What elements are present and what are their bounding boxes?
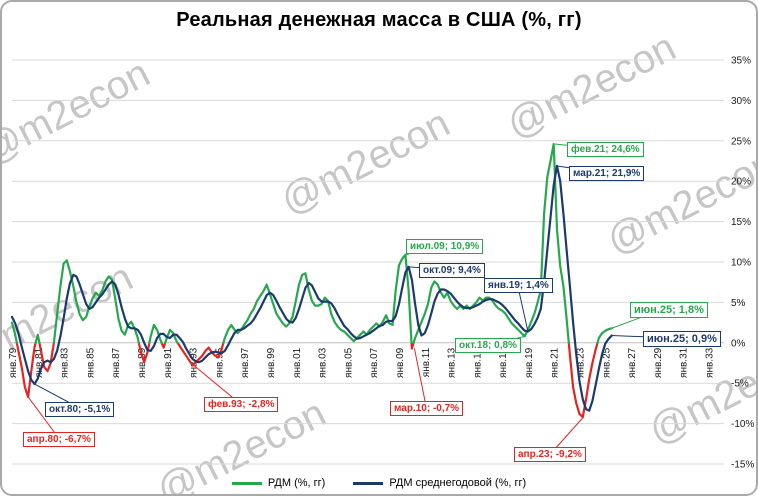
y-axis-labels: 35% 30% 25% 20% 15% 10% 5% 0% -5% -10% -15% [731,56,754,471]
rdm-line-negative-segments [15,341,599,419]
svg-text:янв.15: янв.15 [472,347,483,378]
svg-text:20%: 20% [731,177,751,188]
chart-title: Реальная денежная масса в США (%, гг) [176,9,582,31]
svg-text:янв.33: янв.33 [705,347,716,378]
svg-text:-10%: -10% [731,419,754,430]
svg-text:янв.95: янв.95 [214,347,225,378]
legend-item-rdm-avg: РДМ среднегодовой (%, гг) [353,477,526,489]
legend-label-rdm: РДМ (%, гг) [267,477,326,489]
svg-text:янв.13: янв.13 [447,347,458,378]
legend-label-rdm-avg: РДМ среднегодовой (%, гг) [389,477,527,489]
svg-text:янв.03: янв.03 [318,347,329,378]
svg-text:25%: 25% [731,136,751,147]
svg-text:-15%: -15% [731,460,754,471]
svg-text:янв.83: янв.83 [60,347,71,378]
svg-text:янв.31: янв.31 [679,347,690,378]
legend-item-rdm: РДМ (%, гг) [231,477,326,489]
svg-text:янв.85: янв.85 [85,347,96,378]
svg-text:янв.05: янв.05 [343,347,354,378]
svg-text:30%: 30% [731,96,751,107]
svg-text:янв.21: янв.21 [550,347,561,378]
svg-text:10%: 10% [731,258,751,269]
svg-text:янв.23: янв.23 [576,347,587,378]
gridlines [12,59,724,465]
rdm-line-swatch [231,481,262,485]
svg-text:35%: 35% [731,56,751,67]
svg-text:янв.79: янв.79 [8,347,19,378]
svg-text:5%: 5% [731,298,746,309]
svg-text:0%: 0% [731,338,746,349]
svg-text:янв.19: янв.19 [524,347,535,378]
svg-text:янв.25: янв.25 [601,347,612,378]
rdm-avg-line-swatch [353,481,384,485]
chart-legend: РДМ (%, гг) РДМ среднегодовой (%, гг) [2,477,756,489]
svg-text:янв.29: янв.29 [653,347,664,378]
svg-text:янв.17: янв.17 [498,347,509,378]
rdm-avg-line [10,164,613,412]
svg-text:янв.91: янв.91 [163,347,174,378]
svg-text:15%: 15% [731,217,751,228]
rdm-line [10,142,613,344]
svg-text:янв.81: янв.81 [34,347,45,378]
svg-text:янв.09: янв.09 [395,347,406,378]
svg-text:янв.99: янв.99 [266,347,277,378]
annotation-leader-lines [27,143,677,455]
svg-text:янв.97: янв.97 [240,347,251,378]
svg-text:-5%: -5% [731,379,749,390]
svg-text:янв.07: янв.07 [369,347,380,378]
svg-text:янв.11: янв.11 [421,347,432,377]
svg-text:янв.89: янв.89 [137,347,148,378]
svg-text:янв.87: янв.87 [111,347,122,378]
svg-text:янв.27: янв.27 [627,347,638,378]
x-axis-labels: янв.79 янв.81 янв.83 янв.85 янв.87 янв.89 янв.… [8,347,716,378]
svg-text:янв.01: янв.01 [292,347,303,378]
